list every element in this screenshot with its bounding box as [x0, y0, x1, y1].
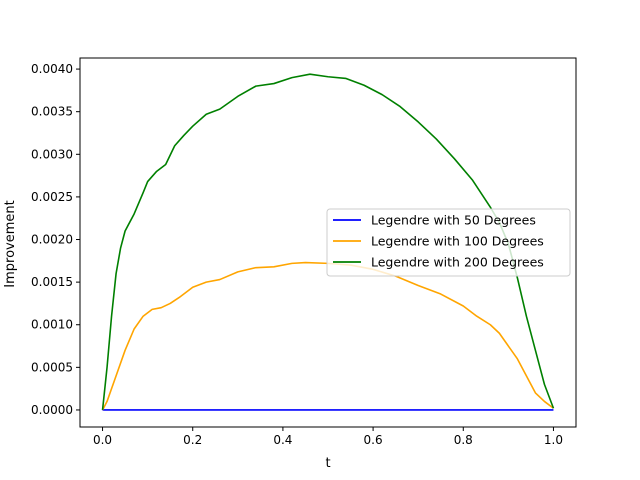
- y-tick-label: 0.0030: [31, 147, 73, 161]
- y-axis-label: Improvement: [3, 200, 18, 287]
- series-line-2: [101, 261, 554, 411]
- x-tick-label: 0.0: [93, 433, 112, 447]
- plot-frame: [79, 57, 577, 428]
- legend-entry-label: Legendre with 100 Degrees: [371, 234, 544, 249]
- legend-box: [326, 208, 571, 277]
- y-axis: 0.0000 0.0005 0.0010 0.0015 0.0020 0.0025 0.00…: [31, 62, 80, 417]
- x-tick-label: 0.4: [273, 433, 292, 447]
- y-tick-label: 0.0020: [31, 233, 73, 247]
- y-tick-label: 0.0025: [31, 190, 73, 204]
- y-tick-label: 0.0015: [31, 275, 73, 289]
- x-axis-label: t: [325, 456, 330, 471]
- x-tick-label: 0.8: [454, 433, 473, 447]
- y-tick-label: 0.0000: [31, 403, 73, 417]
- y-tick-label: 0.0005: [31, 360, 73, 374]
- x-tick-label: 1.0: [544, 433, 563, 447]
- x-tick-label: 0.6: [364, 433, 383, 447]
- x-axis: 0.0 0.2 0.4 0.6 0.8 1.0: [93, 427, 563, 447]
- y-tick-label: 0.0010: [31, 318, 73, 332]
- legend: Legendre with 50 Degrees Legendre with 10…: [326, 208, 571, 277]
- legend-entry-label: Legendre with 200 Degrees: [371, 255, 544, 270]
- y-tick-label: 0.0040: [31, 62, 73, 76]
- x-tick-label: 0.2: [183, 433, 202, 447]
- legend-entry-label: Legendre with 50 Degrees: [371, 213, 536, 228]
- y-tick-label: 0.0035: [31, 105, 73, 119]
